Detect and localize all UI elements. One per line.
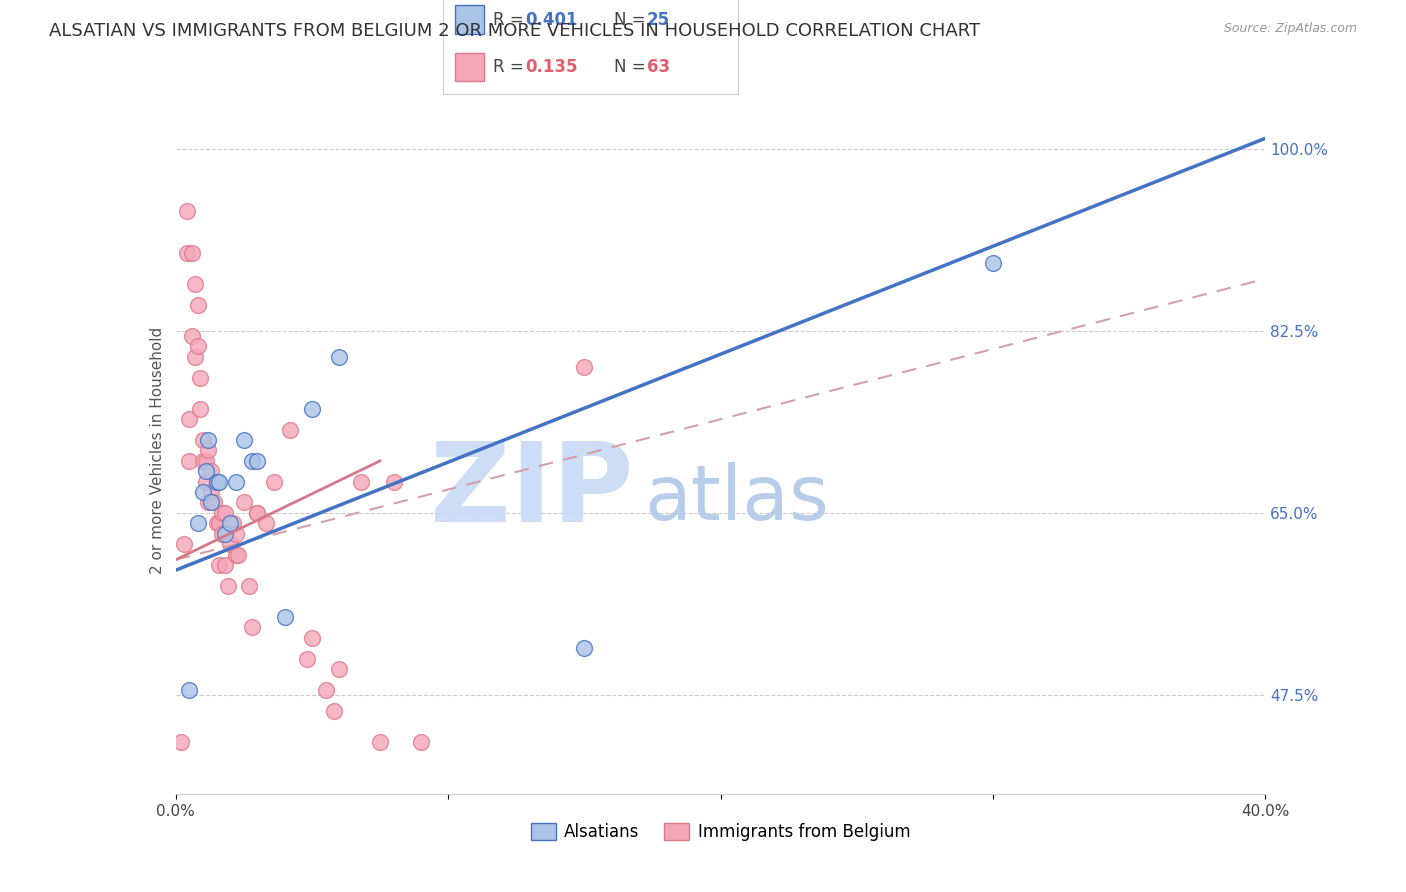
Point [219,516,242,531]
Point [176,204,198,219]
Point [191,485,214,500]
Point [274,610,297,624]
Point [179,412,201,426]
Text: 25: 25 [647,11,669,29]
Point [205,475,228,489]
Point [328,350,350,364]
Point [232,433,254,447]
Point [191,454,214,468]
Point [211,506,233,520]
Point [205,475,228,489]
Point [188,401,211,416]
Legend: Alsatians, Immigrants from Belgium: Alsatians, Immigrants from Belgium [524,816,917,847]
Text: N =: N = [614,11,651,29]
Point [208,475,231,489]
Point [328,662,350,676]
Point [219,537,242,551]
Point [228,548,250,562]
Point [191,433,214,447]
Point [197,443,219,458]
Point [278,423,301,437]
Point [254,516,277,531]
Point [170,735,193,749]
Point [200,495,222,509]
Point [246,506,269,520]
Point [173,537,195,551]
Point [197,433,219,447]
Point [194,454,217,468]
Point [301,401,323,416]
Point [179,682,201,697]
Point [981,256,1004,270]
Point [350,475,373,489]
Point [574,360,596,375]
Point [200,485,222,500]
Point [240,620,263,634]
Point [205,516,228,531]
Point [409,735,432,749]
Point [208,516,231,531]
Point [184,277,207,291]
Y-axis label: 2 or more Vehicles in Household: 2 or more Vehicles in Household [149,326,165,574]
Text: atlas: atlas [644,461,830,535]
Point [188,370,211,384]
FancyBboxPatch shape [454,53,484,81]
Point [176,245,198,260]
Point [179,454,201,468]
Point [232,495,254,509]
Point [295,651,318,665]
Text: 0.135: 0.135 [526,58,578,76]
Point [194,475,217,489]
Point [184,350,207,364]
Point [225,475,247,489]
Point [186,339,209,353]
FancyBboxPatch shape [454,5,484,34]
Point [263,475,285,489]
Point [225,526,247,541]
Point [301,631,323,645]
Text: R =: R = [494,11,529,29]
Point [246,506,269,520]
Point [214,558,236,572]
Point [186,298,209,312]
Point [194,464,217,478]
Text: ZIP: ZIP [430,438,633,545]
Point [315,682,337,697]
Point [368,735,391,749]
Point [200,464,222,478]
Point [322,704,344,718]
Point [238,579,260,593]
Point [214,526,236,541]
Point [574,641,596,656]
Point [208,558,231,572]
Point [225,548,247,562]
Point [186,516,209,531]
Point [181,245,204,260]
Point [382,475,405,489]
Point [202,495,225,509]
Text: ALSATIAN VS IMMIGRANTS FROM BELGIUM 2 OR MORE VEHICLES IN HOUSEHOLD CORRELATION : ALSATIAN VS IMMIGRANTS FROM BELGIUM 2 OR… [49,22,980,40]
Point [181,329,204,343]
Text: 63: 63 [647,58,669,76]
Point [197,495,219,509]
Point [217,579,239,593]
Text: N =: N = [614,58,651,76]
Point [240,454,263,468]
Text: R =: R = [494,58,529,76]
Point [246,454,269,468]
Text: 0.401: 0.401 [526,11,578,29]
Point [222,516,245,531]
Text: Source: ZipAtlas.com: Source: ZipAtlas.com [1223,22,1357,36]
Point [214,506,236,520]
Point [211,526,233,541]
